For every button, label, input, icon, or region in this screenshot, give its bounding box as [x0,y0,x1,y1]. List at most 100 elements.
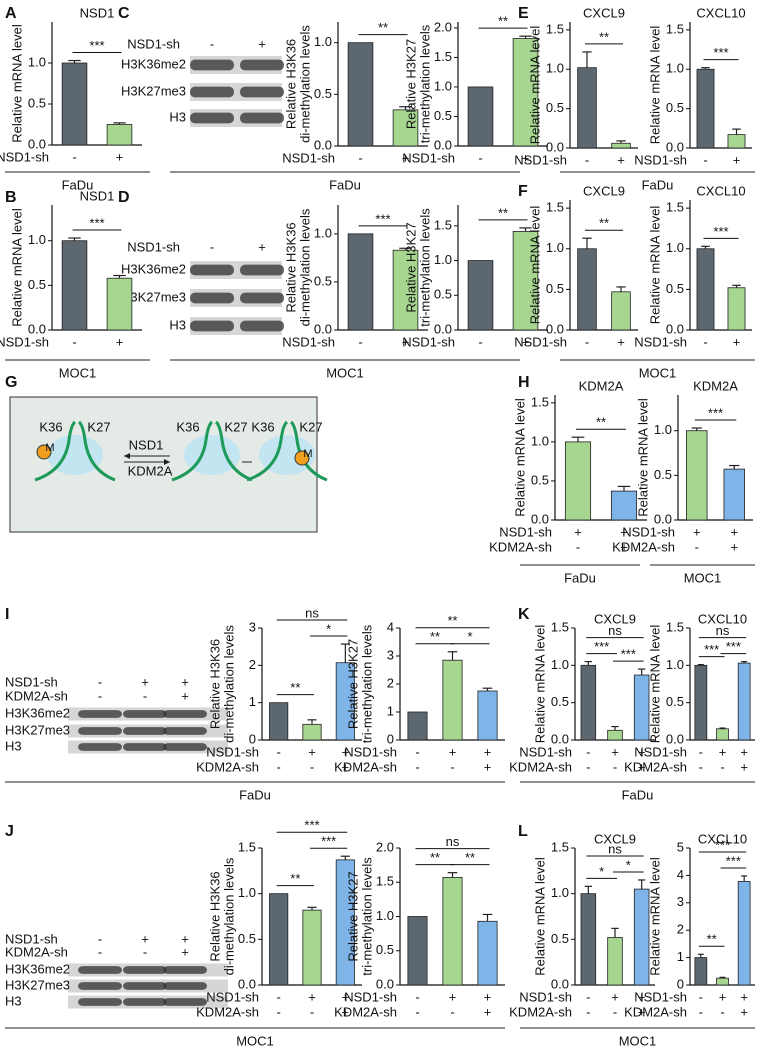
nucleosome [184,435,240,475]
condition-mark: + [402,150,410,165]
dna-strand [171,420,214,482]
bar [467,260,494,331]
condition-mark: - [720,1004,724,1019]
condition-label: KDM2A-sh [509,1004,572,1019]
y-tick-label: 0.0 [434,137,452,152]
y-tick-label: 3 [387,647,394,662]
significance-label: ns [305,605,319,620]
cell-line-label: MOC1 [236,1033,274,1048]
y-axis-label: Relative H3K36 [283,222,298,312]
y-tick-label: 2 [387,675,394,690]
blot-lane-mark: - [210,36,214,51]
bar [737,662,751,741]
significance-label: ** [498,205,508,220]
blot-lane-mark: - [98,674,102,689]
y-axis-label: Relative mRNA level [527,206,542,325]
condition-label: NSD1-sh [282,150,335,165]
bar [694,957,708,986]
y-axis-label: Relative H3K27 [345,871,360,961]
blot-band [163,998,207,1006]
condition-mark: + [484,1004,492,1019]
condition-mark: + [617,152,625,167]
bar [716,728,729,741]
blot-band-label: H3K36me2 [121,261,186,276]
panel-letter: D [118,189,130,206]
significance-label: *** [713,45,728,60]
y-tick-label: 1.5 [546,21,564,36]
blot-band-label: H3K36me2 [5,961,70,976]
significance-label: ** [430,850,440,865]
condition-label: NSD1-sh [344,744,397,759]
condition-mark: - [720,759,724,774]
chart-title: CXCL9 [594,611,636,626]
condition-mark: - [586,744,590,759]
blot-band [163,743,207,751]
site-label: K27 [87,419,110,434]
y-tick-label: 0.0 [666,139,684,154]
significance-label: *** [713,224,728,239]
condition-mark: - [358,150,362,165]
blot-band [123,710,167,718]
condition-mark: - [585,152,589,167]
blot-band [123,998,167,1006]
bar [392,109,419,147]
cell-line-label: MOC1 [619,1033,657,1048]
blot-band-label: H3 [5,738,22,753]
condition-mark: - [585,334,589,349]
y-tick-label: 5 [677,839,684,854]
chart-title: CXCL9 [594,831,636,846]
y-tick-label: 0.5 [551,694,569,709]
condition-mark: - [276,759,280,774]
y-tick-label: 3 [677,894,684,909]
condition-label: NSD1-sh [622,524,675,539]
y-tick-label: 1.0 [314,225,332,240]
y-tick-label: 0.5 [434,287,452,302]
blot-band [190,264,234,276]
condition-mark: + [522,334,530,349]
significance-label: *** [594,639,609,654]
condition-mark: - [276,744,280,759]
y-axis-label: Relative mRNA level [647,857,662,976]
condition-mark: - [613,759,617,774]
panel-letter: J [5,823,14,840]
bar [737,881,751,986]
y-axis-label: tri-methylation levels [417,24,432,143]
y-tick-label: 0.0 [666,321,684,336]
y-tick-label: 0.5 [314,86,332,101]
y-axis-label: di-methylation levels [297,25,312,143]
y-tick-label: 1.5 [531,394,549,409]
chart-title: CXCL10 [698,611,747,626]
panel-letter: F [518,183,528,200]
y-axis-label: tri-methylation levels [359,857,374,976]
bar [580,664,597,741]
significance-label: ** [498,14,508,29]
y-tick-label: 0.0 [546,139,564,154]
bar [407,711,428,741]
significance-label: ** [599,216,609,231]
y-tick-label: 4 [387,619,394,634]
condition-mark: - [72,334,76,349]
condition-mark: + [740,759,748,774]
condition-label: NSD1-sh [344,989,397,1004]
y-tick-label: 1.0 [666,240,684,255]
bar [611,142,631,149]
y-tick-label: 1.5 [238,839,256,854]
condition-mark: + [719,989,727,1004]
y-axis-label: di-methylation levels [221,625,236,743]
condition-label: NSD1-sh [634,152,687,167]
blot-row-label: NSD1-sh [5,931,58,946]
y-axis-label: Relative H3K27 [345,639,360,729]
y-tick-label: 0.0 [551,731,569,746]
condition-label: KDM2A-sh [489,539,552,554]
y-tick-label: 0.5 [546,281,564,296]
significance-label: ** [447,613,457,628]
panel-letter: E [518,5,529,22]
dna-strand [34,420,77,482]
y-tick-label: 2.0 [434,19,452,34]
arrow-label: NSD1 [129,437,164,452]
diagram-g: K36 K27 K36 K27 K36 K27 M M NSD1 KDM2A [9,396,328,533]
significance-label: ns [446,834,460,849]
blot-lane-mark: + [258,239,266,254]
blot-lane-mark: - [98,688,102,703]
blot-band [78,727,122,735]
